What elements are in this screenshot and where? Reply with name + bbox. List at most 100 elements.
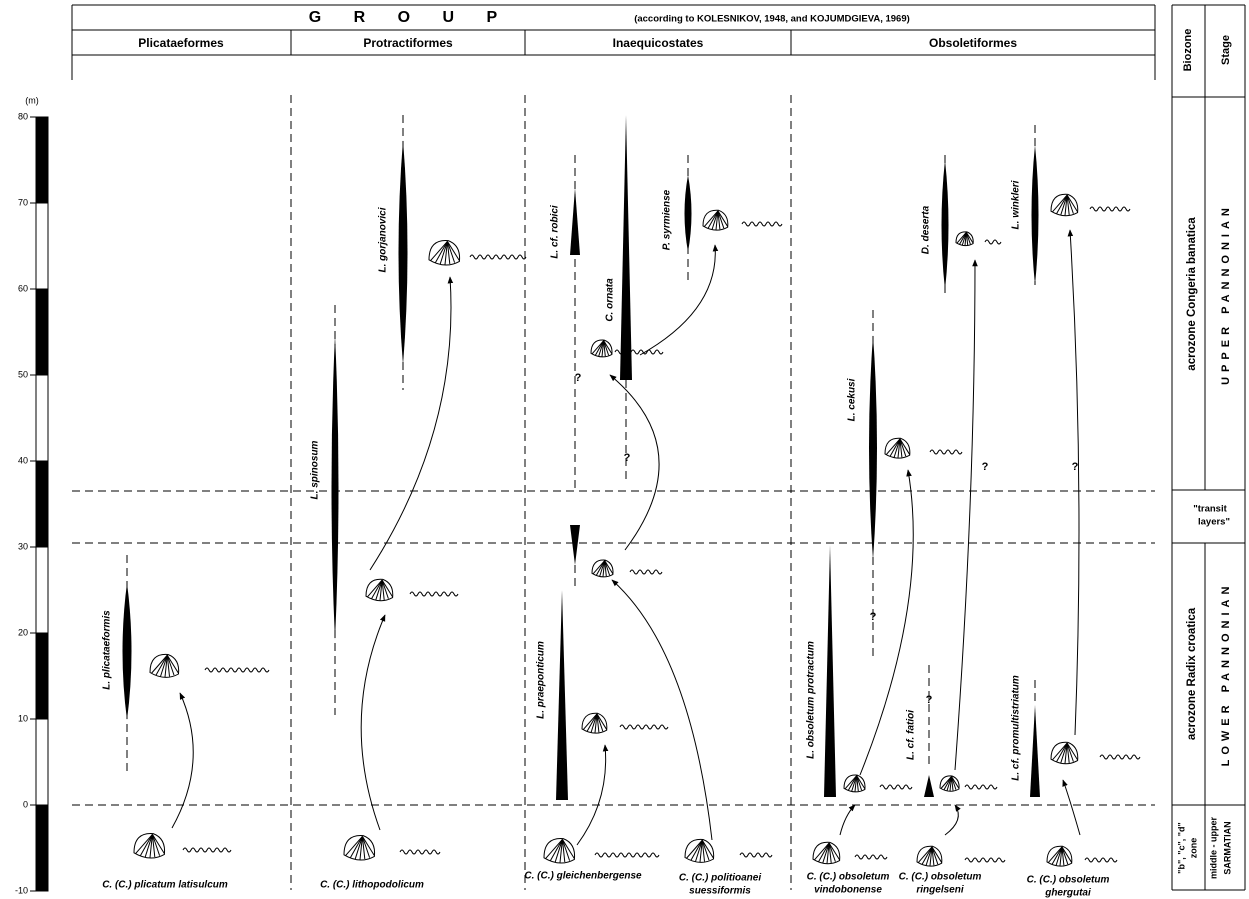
label: C. (C.) obsoletum bbox=[899, 872, 982, 883]
scale-tick-label: 50 bbox=[18, 369, 28, 379]
wave bbox=[740, 853, 772, 857]
range-bar bbox=[685, 175, 692, 252]
range-bar bbox=[570, 188, 580, 255]
scale-tick-label: 60 bbox=[18, 283, 28, 293]
wave bbox=[595, 853, 659, 857]
label: acrozone Radix croatica bbox=[1186, 607, 1198, 740]
label: ? bbox=[624, 452, 631, 464]
wave bbox=[1090, 207, 1130, 211]
wave bbox=[1100, 755, 1140, 759]
label: (according to KOLESNIKOV, 1948, and KOJU… bbox=[634, 14, 910, 25]
range-bar bbox=[620, 115, 632, 380]
label: Plicataeformes bbox=[138, 36, 224, 50]
scale-tick-label: 20 bbox=[18, 627, 28, 637]
scale-segment bbox=[36, 289, 48, 375]
scale-segment bbox=[36, 375, 48, 461]
arrow bbox=[172, 693, 193, 828]
page: G R O U P (according to KOLESNIKOV, 1948,… bbox=[0, 0, 1249, 899]
scale-tick-label: 30 bbox=[18, 541, 28, 551]
arrow bbox=[577, 745, 606, 845]
label: C. (C.) obsoletum bbox=[807, 872, 890, 883]
wave bbox=[400, 850, 440, 854]
label: ? bbox=[926, 694, 933, 706]
arrow bbox=[640, 245, 715, 355]
scale-tick-label: 80 bbox=[18, 111, 28, 121]
label: L. winkleri bbox=[1011, 180, 1022, 229]
arrow bbox=[1070, 230, 1079, 735]
arrow bbox=[612, 580, 712, 840]
range-bar bbox=[123, 583, 132, 720]
wave bbox=[410, 592, 458, 596]
wave bbox=[880, 785, 912, 789]
label: ? bbox=[982, 461, 989, 473]
label: ? bbox=[575, 372, 582, 384]
label: L. cf. promultistriatum bbox=[1011, 675, 1022, 781]
label: L. cf. robici bbox=[550, 205, 561, 259]
range-bar bbox=[824, 545, 836, 797]
arrow bbox=[945, 805, 958, 835]
wave bbox=[965, 785, 997, 789]
range-bar bbox=[332, 335, 339, 640]
label: Inaequicostates bbox=[613, 36, 704, 50]
label: D. deserta bbox=[921, 205, 932, 254]
wave bbox=[855, 855, 887, 859]
label: UPPER PANNONIAN bbox=[1220, 203, 1232, 385]
label: C. (C.) obsoletum bbox=[1027, 875, 1110, 886]
label: Biozone bbox=[1182, 29, 1194, 72]
scale-segment bbox=[36, 719, 48, 805]
label: Stage bbox=[1220, 35, 1232, 65]
label: ghergutai bbox=[1044, 888, 1091, 899]
scale-segment bbox=[36, 805, 48, 891]
wave bbox=[965, 858, 1005, 862]
label: ? bbox=[870, 611, 877, 623]
label: (m) bbox=[25, 95, 39, 105]
range-bar bbox=[924, 775, 934, 797]
scale-tick-label: 0 bbox=[23, 799, 28, 809]
label: LOWER PANNONIAN bbox=[1220, 582, 1232, 767]
scale-segment bbox=[36, 117, 48, 203]
label: C. (C.) lithopodolicum bbox=[320, 880, 424, 891]
label: C. (C.) plicatum latisulcum bbox=[102, 880, 228, 891]
wave bbox=[930, 450, 962, 454]
label: G R O U P bbox=[309, 9, 511, 26]
label: SARMATIAN bbox=[1222, 821, 1232, 874]
arrow bbox=[955, 260, 975, 770]
label: middle - upper bbox=[1208, 817, 1218, 880]
scale-segment bbox=[36, 203, 48, 289]
label: L. cf. fatioi bbox=[906, 710, 917, 760]
arrow bbox=[610, 375, 659, 550]
scale-tick-label: 70 bbox=[18, 197, 28, 207]
label: P. syrmiense bbox=[662, 189, 673, 250]
label: C. (C.) gleichenbergense bbox=[524, 871, 642, 882]
range-bar bbox=[1030, 705, 1040, 797]
range-bar bbox=[556, 590, 568, 800]
scale-tick-label: -10 bbox=[15, 885, 28, 895]
label: "b", "c", "d" bbox=[1176, 822, 1186, 874]
wave bbox=[620, 725, 668, 729]
label: L. obsoletum protractum bbox=[806, 641, 817, 759]
scale-tick-label: 40 bbox=[18, 455, 28, 465]
range-chart: G R O U P (according to KOLESNIKOV, 1948,… bbox=[0, 0, 1249, 899]
label: L. gorjanovici bbox=[378, 207, 389, 272]
arrow bbox=[370, 277, 451, 570]
label: C. ornata bbox=[605, 278, 616, 322]
arrow bbox=[1063, 780, 1080, 835]
scale-segment bbox=[36, 633, 48, 719]
range-bar bbox=[942, 160, 949, 290]
label: L. praeponticum bbox=[536, 641, 547, 719]
range-bar bbox=[399, 140, 408, 365]
label: Protractiformes bbox=[363, 36, 453, 50]
label: vindobonense bbox=[814, 885, 882, 896]
label: L. cekusi bbox=[847, 378, 858, 421]
scale-tick-label: 10 bbox=[18, 713, 28, 723]
arrow bbox=[840, 805, 855, 835]
label: Obsoletiformes bbox=[929, 36, 1017, 50]
range-bar bbox=[570, 525, 580, 565]
range-bar bbox=[1032, 145, 1039, 285]
label: suessiformis bbox=[689, 886, 751, 897]
label: L. plicataeformis bbox=[102, 610, 113, 690]
scale-segment bbox=[36, 547, 48, 633]
label: L. spinosum bbox=[310, 440, 321, 499]
wave bbox=[1085, 858, 1117, 862]
label: zone bbox=[1188, 838, 1198, 859]
